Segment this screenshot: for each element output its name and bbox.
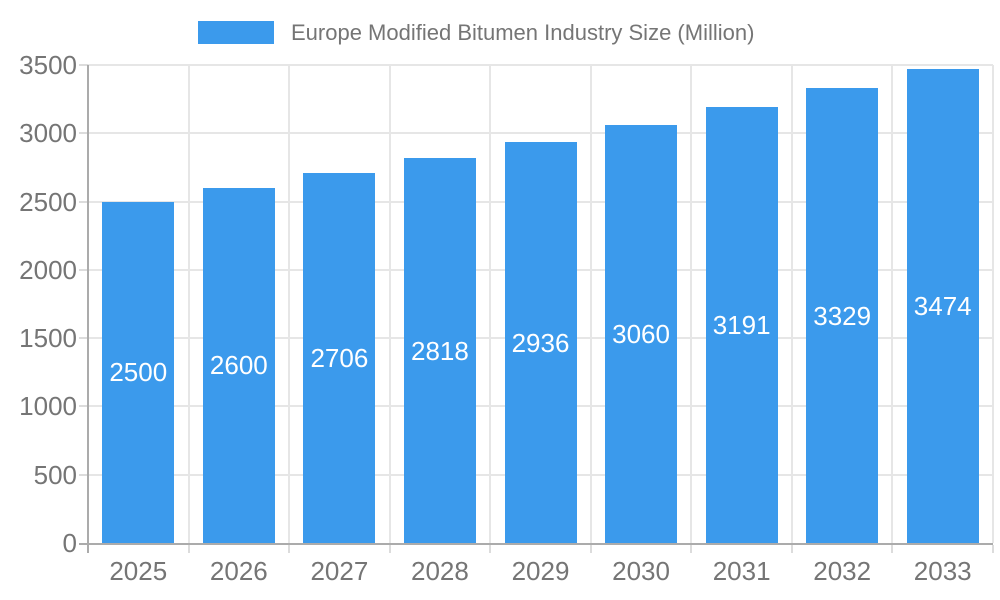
x-gridline: [388, 65, 391, 543]
x-axis-label: 2025: [109, 556, 168, 586]
y-axis-tick: [79, 64, 88, 66]
bar[interactable]: 3474: [906, 68, 979, 543]
y-axis-label: 3000: [19, 118, 77, 149]
bar-value-label: 2600: [209, 350, 268, 381]
y-axis-label: 2000: [19, 254, 77, 285]
bar[interactable]: 3329: [806, 88, 879, 543]
bar-value-label: 2936: [511, 327, 570, 358]
x-gridline: [288, 65, 291, 543]
legend: Europe Modified Bitumen Industry Size (M…: [0, 0, 1000, 50]
bar-value-label: 3191: [712, 310, 771, 341]
bar-value-label: 3474: [913, 290, 972, 321]
x-gridline: [891, 65, 894, 543]
x-axis-tick: [992, 545, 994, 553]
x-axis-tick: [690, 545, 693, 553]
y-axis-tick: [79, 337, 88, 340]
x-gridline: [589, 65, 592, 543]
x-axis-tick: [589, 545, 592, 553]
y-axis-label: 1500: [19, 323, 77, 354]
x-axis-tick: [187, 545, 190, 553]
y-axis-label: 3500: [19, 50, 77, 80]
y-gridline: [88, 132, 993, 135]
x-axis-tick: [489, 545, 492, 553]
x-axis-label: 2032: [813, 556, 872, 586]
x-gridline: [790, 65, 793, 543]
x-gridline: [489, 65, 492, 543]
bar[interactable]: 2600: [202, 187, 275, 543]
y-axis-tick: [79, 405, 88, 408]
y-axis-label: 2500: [19, 186, 77, 217]
legend-swatch: [198, 21, 274, 44]
bar[interactable]: 2706: [303, 173, 376, 543]
y-gridline: [88, 64, 993, 66]
x-axis-label: 2028: [411, 556, 469, 586]
legend-series-label: Europe Modified Bitumen Industry Size (M…: [291, 20, 755, 45]
x-axis-label: 2029: [511, 556, 570, 586]
x-axis-tick: [388, 545, 391, 553]
x-axis-label: 2026: [209, 556, 268, 586]
y-axis-tick: [79, 268, 88, 271]
bar[interactable]: 2936: [504, 142, 577, 543]
y-axis-tick: [79, 473, 88, 476]
bar-value-label: 3329: [813, 300, 872, 331]
bar[interactable]: 3191: [705, 107, 778, 543]
x-gridline: [187, 65, 190, 543]
x-gridline: [992, 65, 994, 543]
y-axis-label: 500: [33, 459, 77, 490]
bar-value-label: 2706: [310, 343, 369, 374]
bar-value-label: 2500: [109, 357, 168, 388]
y-axis-label: 0: [62, 528, 77, 558]
x-axis-label: 2030: [612, 556, 670, 586]
y-axis-tick: [79, 200, 88, 203]
bar[interactable]: 3060: [605, 125, 678, 543]
x-gridline: [690, 65, 693, 543]
x-axis-label: 2027: [310, 556, 369, 586]
y-axis-tick: [79, 132, 88, 135]
x-axis-line: [79, 543, 993, 545]
bar-value-label: 3060: [612, 319, 670, 350]
bar[interactable]: 2818: [403, 158, 476, 543]
x-axis-label: 2031: [712, 556, 771, 586]
y-axis-label: 1000: [19, 391, 77, 422]
x-axis-tick: [891, 545, 894, 553]
x-axis-tick: [790, 545, 793, 553]
y-axis-line: [87, 65, 89, 553]
bar-value-label: 2818: [411, 335, 469, 366]
bar[interactable]: 2500: [102, 201, 175, 543]
x-axis-tick: [288, 545, 291, 553]
x-axis-label: 2033: [913, 556, 972, 586]
